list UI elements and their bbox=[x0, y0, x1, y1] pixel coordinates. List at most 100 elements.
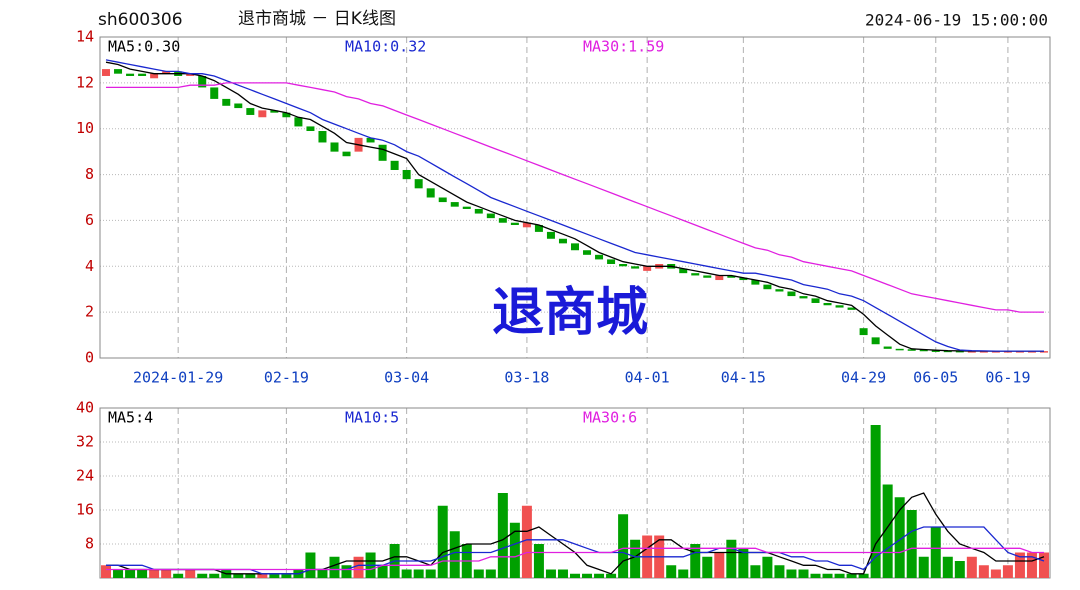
volume-bar bbox=[702, 556, 713, 578]
candle bbox=[931, 350, 940, 352]
y-tick-label: 6 bbox=[85, 211, 94, 229]
candle bbox=[907, 349, 916, 351]
candle bbox=[366, 137, 375, 143]
datetime: 2024-06-19 15:00:00 bbox=[865, 11, 1048, 30]
volume-bar bbox=[930, 527, 941, 578]
candle bbox=[991, 351, 1000, 353]
volume-bar bbox=[882, 484, 893, 578]
candle bbox=[426, 188, 435, 198]
volume-bar bbox=[870, 425, 881, 578]
candle bbox=[318, 131, 327, 143]
y-tick-label: 8 bbox=[85, 535, 94, 553]
candle bbox=[1039, 351, 1048, 353]
volume-bar bbox=[858, 573, 869, 578]
candle bbox=[102, 69, 111, 76]
candle bbox=[691, 273, 700, 276]
volume-bar bbox=[1026, 552, 1037, 578]
candle bbox=[583, 250, 592, 255]
volume-bar bbox=[401, 569, 412, 578]
volume-bar bbox=[185, 569, 196, 578]
volume-bar bbox=[630, 539, 641, 578]
candle bbox=[282, 112, 291, 118]
candle bbox=[811, 298, 820, 303]
x-tick-label: 06-19 bbox=[985, 369, 1030, 387]
volume-bar bbox=[341, 565, 352, 578]
volume-bar bbox=[750, 565, 761, 578]
x-tick-label: 04-15 bbox=[721, 369, 766, 387]
volume-bar bbox=[594, 573, 605, 578]
volume-bar bbox=[798, 569, 809, 578]
volume-bar bbox=[966, 556, 977, 578]
volume-bar bbox=[918, 556, 929, 578]
candle bbox=[895, 348, 904, 351]
volume-bar bbox=[317, 569, 328, 578]
volume-bar bbox=[377, 565, 388, 578]
volume-bar bbox=[1002, 565, 1013, 578]
candle bbox=[558, 238, 567, 244]
volume-bar bbox=[942, 556, 953, 578]
volume-bar bbox=[257, 573, 268, 578]
volume-bar bbox=[497, 493, 508, 578]
candle bbox=[450, 202, 459, 207]
candle bbox=[943, 350, 952, 353]
volume-bar bbox=[738, 548, 749, 578]
volume-bar bbox=[606, 573, 617, 578]
candle bbox=[763, 284, 772, 290]
volume-bar bbox=[509, 522, 520, 578]
watermark: 退商城 bbox=[492, 283, 648, 343]
x-tick-label: 04-01 bbox=[625, 369, 670, 387]
volume-bar bbox=[822, 573, 833, 578]
volume-bar bbox=[762, 556, 773, 578]
volume-bar bbox=[774, 565, 785, 578]
candle bbox=[402, 169, 411, 180]
volume-bar bbox=[557, 569, 568, 578]
y-tick-label: 40 bbox=[76, 399, 94, 417]
candle bbox=[1015, 351, 1024, 353]
volume-bar bbox=[666, 565, 677, 578]
legend-entry: MA10:5 bbox=[345, 409, 399, 427]
symbol: sh600306 bbox=[98, 10, 183, 30]
volume-bar bbox=[533, 544, 544, 578]
volume-bar bbox=[521, 505, 532, 578]
ma-line bbox=[106, 547, 1044, 571]
candle bbox=[619, 263, 628, 267]
x-tick-label: 03-04 bbox=[384, 369, 429, 387]
candle bbox=[787, 291, 796, 297]
candle bbox=[595, 254, 604, 260]
candle bbox=[222, 98, 231, 106]
x-tick-label: 2024-01-29 bbox=[133, 369, 223, 387]
candle bbox=[162, 71, 171, 74]
volume-bar bbox=[978, 565, 989, 578]
ma-line bbox=[106, 526, 1045, 575]
x-tick-label: 04-29 bbox=[841, 369, 886, 387]
legend-entry: MA5:4 bbox=[108, 409, 153, 427]
chart-title: 退市商城 － 日K线图 bbox=[238, 9, 396, 29]
candle bbox=[138, 73, 147, 76]
candle bbox=[546, 231, 555, 239]
volume-bar bbox=[726, 539, 737, 578]
volume-bar bbox=[582, 573, 593, 578]
volume-bar bbox=[425, 569, 436, 578]
legend-entry: MA30:1.59 bbox=[583, 38, 664, 56]
candle bbox=[186, 73, 195, 76]
candle bbox=[643, 266, 652, 271]
ma-line bbox=[105, 61, 1044, 352]
volume-bar bbox=[233, 573, 244, 578]
candle bbox=[571, 243, 579, 251]
volume-bar bbox=[954, 561, 965, 578]
volume-bar bbox=[786, 569, 797, 578]
volume-bar bbox=[473, 569, 484, 578]
volume-bar bbox=[846, 573, 857, 578]
volume-bar bbox=[197, 573, 208, 578]
volume-bar bbox=[149, 569, 160, 578]
candle bbox=[306, 126, 315, 132]
candle bbox=[883, 346, 892, 349]
candle bbox=[126, 73, 135, 76]
volume-bar bbox=[209, 573, 220, 578]
candle bbox=[246, 108, 255, 115]
candle bbox=[258, 110, 267, 118]
candle bbox=[823, 302, 832, 306]
candle bbox=[414, 179, 423, 189]
x-tick-label: 02-19 bbox=[264, 369, 309, 387]
